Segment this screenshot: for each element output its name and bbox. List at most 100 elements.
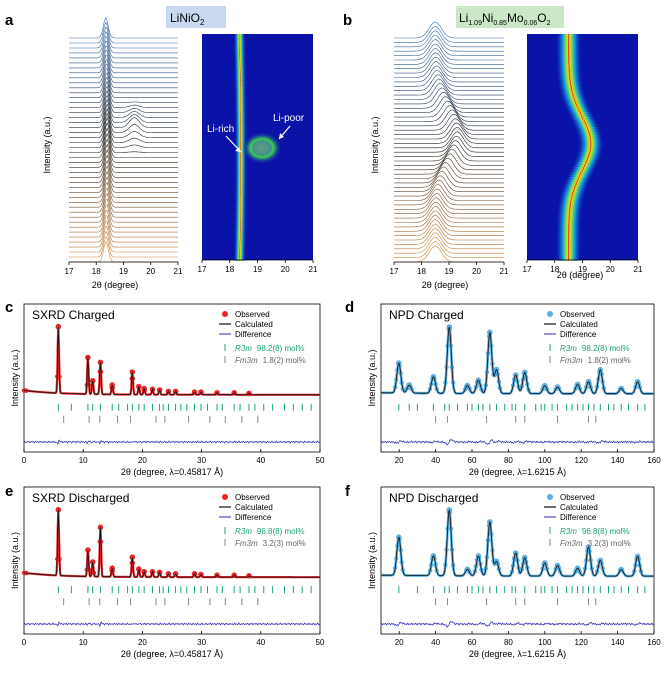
ridge-slice: [556, 209, 583, 214]
legend-observed-marker: [222, 311, 228, 317]
tick-label-c-4: 40: [256, 456, 265, 465]
ridge-slice: [576, 152, 603, 156]
ridge-slice: [234, 159, 247, 163]
ridge-slice: [234, 202, 247, 206]
map-x-axis-a: 17 18 19 20 21: [198, 259, 318, 274]
tick-label-e-4: 40: [256, 638, 265, 647]
pattern-line: [69, 67, 178, 94]
xa-tick-label-3: 20: [146, 267, 155, 276]
ridge-slice: [575, 129, 602, 133]
ridge-slice: [555, 34, 582, 38]
xlabel-e: 2θ (degree, λ=0.45817 Å): [121, 649, 223, 659]
pattern-line: [394, 140, 504, 157]
ridge-slice: [575, 154, 602, 158]
pattern-line: [69, 204, 178, 228]
ridge-slice: [233, 39, 246, 43]
ridge-slice: [555, 227, 582, 231]
pattern-line: [394, 228, 504, 245]
ridge-slice: [555, 255, 582, 259]
ridge-slice: [572, 121, 599, 126]
pattern-line: [394, 43, 504, 61]
pattern-line: [394, 184, 504, 201]
legend-calculated: Calculated: [560, 320, 598, 329]
plot-frame-d: [380, 303, 655, 453]
pattern-line: [69, 40, 178, 64]
ridge-slice: [233, 247, 246, 251]
ridge-slice: [569, 116, 596, 121]
tick-label-d-7: 160: [647, 456, 661, 465]
pattern-line: [69, 121, 178, 153]
ridge-slice: [234, 217, 247, 221]
ridge-slice: [233, 244, 246, 249]
tick-label-f-0: 20: [395, 638, 404, 647]
pattern-line: [394, 113, 504, 131]
contour-map-a: [202, 34, 313, 261]
pattern-line: [69, 59, 178, 84]
pattern-line: [394, 210, 504, 228]
legend-fm3m: Fm3m 3.2(3) mol%: [560, 539, 631, 548]
ridge-slice: [234, 94, 247, 98]
mxa-tick-label-1: 18: [225, 265, 234, 274]
refinement-panel-e: e Intensity (a.u.) SXRD Discharged 0 10 20 30 4…: [5, 483, 325, 659]
ridge-slice: [234, 172, 247, 176]
mxa-tick-label-2: 19: [253, 265, 262, 274]
pattern-line: [394, 179, 504, 197]
ridge-slice: [234, 89, 247, 93]
ridge-slice: [565, 177, 592, 181]
ridge-slice: [577, 137, 604, 141]
ridge-slice: [234, 194, 247, 198]
ridge-slice: [572, 162, 599, 166]
pattern-line: [394, 236, 504, 254]
ridge-slice: [234, 229, 247, 234]
pattern-line: [394, 122, 504, 140]
ridge-slice: [560, 94, 587, 98]
ridge-slice: [234, 197, 247, 201]
title-e: SXRD Discharged: [32, 491, 129, 505]
panel-label-d: d: [345, 299, 354, 316]
ylabel-c: Intensity (a.u.): [10, 349, 20, 406]
tick-label-c-0: 0: [22, 456, 27, 465]
legend-observed-marker: [547, 311, 553, 317]
ridge-slice: [234, 61, 246, 65]
ridge-slice: [561, 99, 588, 103]
tick-label-c-5: 50: [316, 456, 325, 465]
ridge-slice: [555, 244, 582, 249]
ridge-slice: [234, 66, 246, 70]
ridge-slice: [556, 76, 583, 80]
ridge-slice: [234, 214, 247, 219]
ridge-slice: [234, 239, 246, 244]
difference-line: [380, 620, 655, 628]
ridge-slice: [555, 54, 582, 58]
ridge-slice: [555, 36, 582, 40]
ridge-slice: [234, 139, 247, 143]
panel-label-e: e: [5, 483, 13, 500]
pattern-line: [69, 63, 178, 89]
ridge-slice: [233, 36, 246, 40]
ridge-slice: [558, 86, 585, 90]
pattern-line: [394, 206, 504, 223]
pattern-line: [394, 171, 504, 188]
pattern-line: [69, 193, 178, 218]
ridge-slice: [234, 182, 247, 186]
x-axis-a: 17 18 19 20 21: [65, 261, 183, 276]
compound-a-base: LiNiO: [170, 11, 200, 25]
refinement-panel-c: c Intensity (a.u.) SXRD Charged 0 10 20 30 40 50…: [5, 299, 325, 477]
ridge-slice: [234, 64, 246, 68]
pattern-line: [394, 34, 504, 52]
ridge-slice: [555, 46, 582, 50]
ridge-slice: [571, 164, 598, 168]
xb-tick-label-2: 19: [445, 267, 454, 276]
pattern-line: [69, 94, 178, 123]
compound-label-a: LiNiO2: [166, 6, 226, 28]
pattern-line: [69, 107, 178, 138]
ridge-slice: [234, 199, 247, 203]
ridge-slice: [234, 209, 247, 214]
ridge-slice: [557, 204, 584, 209]
tick-label-f-4: 100: [538, 638, 552, 647]
ridge-slice: [234, 96, 247, 101]
ridge-slice: [564, 179, 591, 183]
ridge-slice: [577, 147, 604, 151]
pattern-line: [69, 176, 178, 203]
ridge-slice: [234, 212, 247, 216]
refinement-panel-f: f Intensity (a.u.) NPD Discharged 20 40 60 80 1…: [345, 483, 661, 659]
